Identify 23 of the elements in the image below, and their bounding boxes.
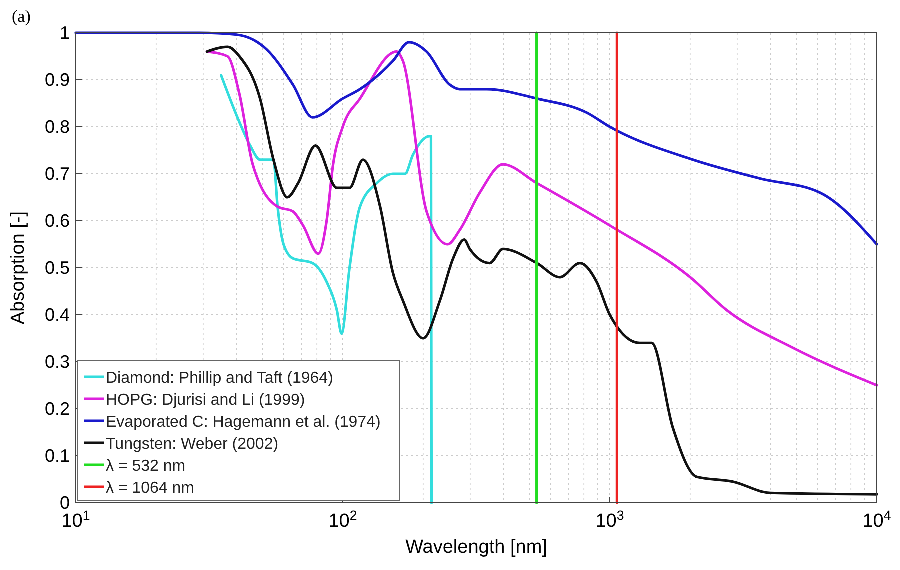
x-tick-label: 10$^{4}$	[862, 508, 892, 532]
y-tick-label: 0.2	[44, 399, 70, 419]
legend-label: Tungsten: Weber (2002)	[106, 436, 279, 453]
text: (a)	[12, 7, 31, 26]
y-tick-label: 1	[60, 23, 70, 43]
y-tick-label: 0	[60, 493, 70, 513]
y-tick-label: 0.3	[44, 352, 70, 372]
x-tick-label: 10$^{2}$	[328, 508, 358, 532]
y-tick-label: 0.1	[44, 446, 70, 466]
legend-label: HOPG: Djurisi and Li (1999)	[106, 392, 306, 409]
y-tick-label: 0.4	[44, 305, 70, 325]
y-tick-label: 0.9	[44, 70, 70, 90]
y-tick-label: 0.5	[44, 258, 70, 278]
legend-label: Evaporated C: Hagemann et al. (1974)	[106, 414, 381, 431]
y-tick-label: 0.7	[44, 164, 70, 184]
x-axis-title: Wavelength [nm]	[406, 537, 548, 558]
y-tick-label: 0.6	[44, 211, 70, 231]
x-tick-label: 10$^{3}$	[596, 508, 624, 532]
legend-label: λ = 1064 nm	[106, 480, 194, 497]
y-axis-title: Absorption [-]	[8, 212, 29, 324]
legend-label: Diamond: Phillip and Taft (1964)	[106, 370, 334, 387]
legend-label: λ = 532 nm	[106, 458, 186, 475]
y-tick-label: 0.8	[44, 117, 70, 137]
